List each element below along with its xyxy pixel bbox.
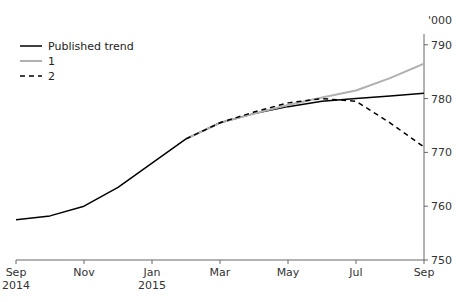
y-tick-label: 770 — [431, 146, 452, 159]
x-tick — [356, 260, 357, 264]
y-tick — [424, 98, 428, 99]
legend-swatch — [20, 75, 42, 77]
x-tick — [16, 260, 17, 264]
x-tick-label: Mar — [210, 266, 231, 279]
legend-swatch — [20, 45, 42, 47]
x-tick — [220, 260, 221, 264]
chart: Sep2014 Nov Jan2015 Mar May Jul Sep750 760 770 78… — [0, 0, 472, 302]
y-tick — [424, 44, 428, 45]
line — [186, 99, 424, 147]
x-tick — [424, 260, 425, 264]
y-tick-label: 780 — [431, 93, 452, 106]
legend-label: Published trend — [48, 40, 134, 53]
x-tick-label: Sep — [414, 266, 435, 279]
y-tick — [424, 260, 428, 261]
legend-label: 2 — [48, 70, 55, 83]
x-tick — [84, 260, 85, 264]
y-tick-label: 750 — [431, 254, 452, 267]
plot-area — [16, 64, 424, 220]
x-tick-label: Jul — [348, 266, 362, 279]
x-tick — [152, 260, 153, 264]
legend: Published trend 1 2 — [20, 40, 134, 83]
y-tick-label: 760 — [431, 200, 452, 213]
y-axis-label: '000 — [428, 14, 452, 27]
x-tick-label: Sep2014 — [2, 266, 30, 292]
x-tick-label: Jan2015 — [138, 266, 166, 292]
line — [16, 93, 424, 219]
legend-swatch — [20, 60, 42, 62]
x-tick-label: Nov — [73, 266, 95, 279]
line — [186, 64, 424, 139]
y-tick-label: 790 — [431, 39, 452, 52]
y-axis-line — [424, 34, 425, 260]
legend-label: 1 — [48, 55, 55, 68]
x-tick — [288, 260, 289, 264]
y-tick — [424, 152, 428, 153]
x-tick-label: May — [277, 266, 300, 279]
y-tick — [424, 206, 428, 207]
